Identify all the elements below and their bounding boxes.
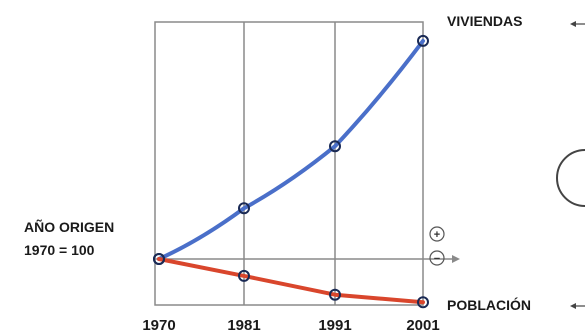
x-tick-label: 1981 [227, 317, 260, 333]
data-point [329, 288, 341, 301]
data-point [153, 253, 165, 265]
data-point [238, 269, 250, 282]
arrow-left-icon [570, 21, 585, 27]
plus-sign: + [429, 226, 445, 242]
data-point [417, 34, 429, 47]
plot-frame [154, 21, 424, 306]
series-line-poblacion [157, 257, 425, 305]
baseline-arrowhead [452, 255, 460, 263]
partial-circle-shape [556, 149, 585, 207]
grid [155, 22, 460, 305]
minus-sign: − [429, 250, 445, 266]
origin-annotation-line1: AÑO ORIGEN [24, 218, 114, 235]
series-group [153, 34, 429, 309]
data-point [417, 296, 429, 309]
data-point [238, 202, 250, 215]
arrow-left-icon [570, 303, 585, 309]
plus-sign-label: + [434, 229, 440, 241]
x-tick-label: 1970 [142, 317, 175, 333]
series-line-viviendas [157, 38, 425, 261]
x-tick-labels: 1970 1981 1991 2001 [142, 317, 439, 333]
x-tick-label: 2001 [406, 317, 439, 333]
minus-sign-label: − [434, 253, 440, 265]
series-label-poblacion: POBLACIÓN [447, 296, 531, 313]
x-tick-label: 1991 [318, 317, 351, 333]
origin-annotation-line2: 1970 = 100 [24, 242, 95, 258]
series-label-viviendas: VIVIENDAS [447, 13, 522, 29]
data-point [329, 140, 341, 153]
